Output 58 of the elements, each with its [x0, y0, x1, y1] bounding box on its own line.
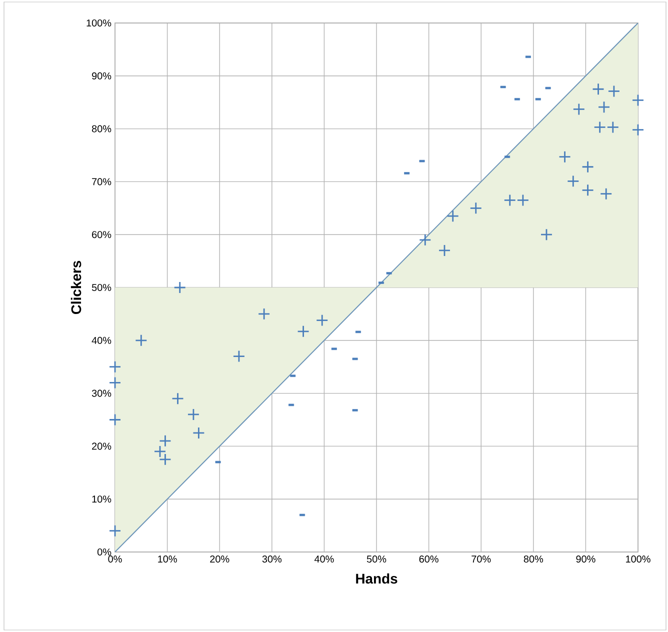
point — [172, 392, 184, 405]
point — [446, 210, 460, 222]
point — [418, 234, 432, 246]
y-tick-label: 40% — [92, 336, 112, 344]
x-tick-label: 90% — [576, 556, 596, 563]
point — [174, 281, 186, 294]
point — [232, 350, 246, 362]
y-tick-label: 10% — [92, 496, 112, 503]
point — [516, 194, 530, 206]
y-tick-label: 70% — [92, 178, 112, 186]
point — [600, 188, 612, 200]
y-tick-label: 20% — [92, 442, 112, 450]
point — [566, 174, 580, 188]
point — [504, 194, 516, 206]
point — [108, 376, 122, 389]
x-tick-label: 60% — [419, 556, 438, 563]
point — [192, 426, 205, 440]
y-tick-label: 30% — [92, 390, 112, 397]
point — [572, 103, 586, 116]
point — [582, 160, 594, 174]
point — [582, 184, 594, 196]
y-tick-label: 0% — [97, 548, 112, 556]
x-tick-label: 70% — [472, 556, 491, 563]
x-tick-label: 20% — [210, 556, 230, 563]
x-tick-label: 10% — [158, 556, 177, 563]
x-tick-label: 0% — [108, 556, 122, 563]
point — [606, 121, 620, 134]
point — [297, 325, 310, 338]
y-tick-label: 90% — [92, 72, 112, 80]
x-tick-label: 80% — [524, 556, 544, 563]
point — [108, 414, 122, 426]
point — [187, 408, 200, 421]
y-tick-label: 100% — [86, 19, 112, 27]
x-tick-label: 40% — [314, 556, 334, 563]
point — [632, 124, 644, 136]
x-axis-title: Hands — [356, 573, 398, 584]
point — [108, 360, 122, 374]
point — [598, 100, 610, 114]
point — [108, 524, 122, 538]
point — [134, 334, 148, 347]
y-tick-label: 60% — [92, 231, 112, 238]
point — [608, 85, 620, 98]
y-tick-label: 50% — [92, 284, 112, 292]
point — [159, 434, 172, 448]
x-tick-label: 50% — [366, 556, 386, 563]
point — [540, 228, 553, 241]
y-axis-title: Clickers — [70, 260, 82, 314]
point — [258, 308, 270, 320]
point — [438, 244, 451, 257]
x-tick-label: 30% — [262, 556, 282, 563]
y-tick-label: 80% — [92, 125, 112, 132]
point — [316, 314, 328, 326]
x-tick-label: 100% — [626, 556, 650, 563]
point — [558, 150, 571, 164]
point — [594, 121, 606, 134]
point — [632, 94, 644, 106]
point — [592, 82, 604, 96]
point — [470, 202, 482, 214]
